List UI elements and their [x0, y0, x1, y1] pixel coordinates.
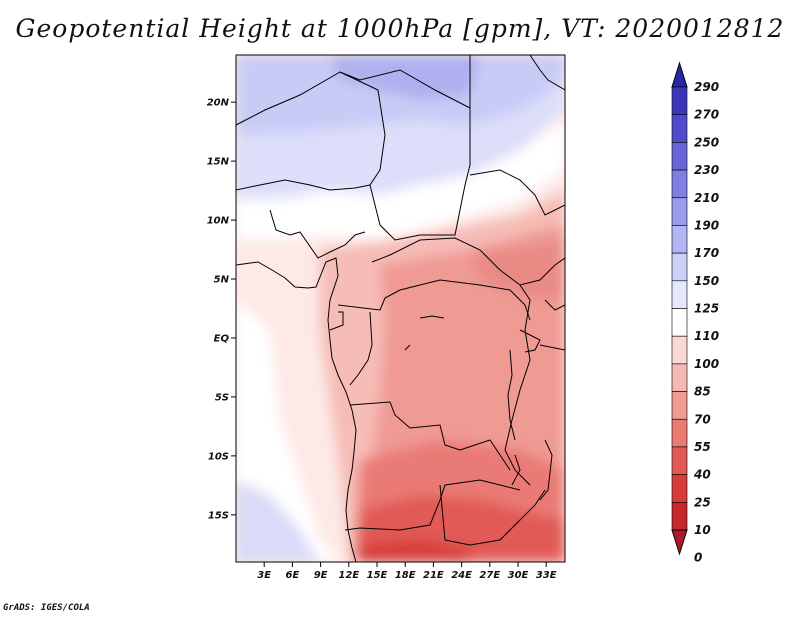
border-nigeria [269, 209, 366, 259]
colorbar-swatch [671, 335, 688, 365]
colorbar-swatch [671, 308, 688, 337]
grads-credit: GrADS: IGES/COLA [3, 603, 90, 613]
colorbar-label: 10 [694, 523, 711, 537]
colorbar-label: 230 [694, 163, 719, 177]
colorbar-swatch [671, 363, 688, 392]
lon-tick-label: 30E [508, 570, 529, 581]
border-zambia [439, 484, 546, 546]
lon-tick-label: 21E [423, 570, 444, 581]
colorbar-swatch [671, 502, 688, 531]
colorbar-swatch [671, 114, 688, 143]
colorbar-label: 170 [694, 246, 719, 260]
colorbar-swatch [671, 252, 688, 282]
border-sahara-north [236, 55, 471, 126]
lat-tick-label: 15S [208, 510, 229, 521]
colorbar-swatch [671, 142, 688, 171]
border-ethiopia [469, 169, 565, 216]
colorbar-swatch [671, 280, 688, 309]
border-car [371, 237, 565, 286]
lon-tick-label: 18E [395, 570, 416, 581]
lon-tick-label: 12E [338, 570, 359, 581]
colorbar-swatch [671, 225, 688, 254]
colorbar-extend-bottom [671, 529, 688, 556]
lat-tick-label: 15N [207, 157, 230, 168]
colorbar-label: 0 [694, 551, 702, 565]
lon-tick-label: 27E [479, 570, 500, 581]
coastlines-borders [236, 55, 565, 562]
height-field [236, 55, 565, 562]
colorbar-swatch [671, 418, 688, 448]
red-sea-coast [529, 55, 565, 91]
colorbar-swatch [671, 446, 688, 475]
lat-tick-label: 10N [207, 216, 230, 227]
colorbar-label: 270 [694, 108, 719, 122]
colorbar-label: 150 [694, 274, 719, 288]
colorbar-swatch [671, 169, 688, 199]
colorbar-label: 190 [694, 218, 719, 232]
border-drc-north [337, 279, 531, 321]
colorbar-label: 40 [693, 468, 711, 482]
lat-tick-label: 10S [208, 451, 229, 462]
longitude-axis: 3E 6E 9E 12E 15E 18E 21E 24E 27E 30E 33E [257, 562, 557, 581]
colorbar: 0 10 25 40 55 70 85 100 110 125 150 170 190 210 230 250… [671, 61, 719, 565]
colorbar-label: 125 [694, 302, 719, 316]
border-east-africa [504, 284, 565, 486]
colorbar-label: 70 [694, 412, 711, 426]
border-chad-sudan [339, 71, 471, 241]
colorbar-label: 250 [694, 135, 719, 149]
colorbar-swatch [671, 86, 688, 115]
colorbar-swatch [671, 391, 688, 420]
colorbar-label: 55 [694, 440, 711, 454]
colorbar-swatch [671, 474, 688, 503]
colorbar-label: 25 [694, 495, 711, 509]
lat-tick-label: EQ [214, 333, 230, 344]
lat-tick-label: 20N [207, 98, 230, 109]
lon-tick-label: 6E [286, 570, 300, 581]
lon-tick-label: 33E [536, 570, 557, 581]
latitude-axis: 20N 15N 10N 5N EQ 5S 10S 15S [207, 98, 236, 521]
lon-tick-label: 24E [451, 570, 472, 581]
lat-tick-label: 5N [214, 275, 230, 286]
colorbar-label: 210 [694, 191, 719, 205]
lat-tick-label: 5S [215, 392, 229, 403]
lon-tick-label: 9E [314, 570, 328, 581]
border-angola-south [344, 479, 521, 531]
colorbar-label: 110 [694, 329, 719, 343]
colorbar-extend-top [671, 61, 688, 88]
colorbar-swatch [671, 197, 688, 226]
colorbar-label: 85 [694, 385, 711, 399]
lon-tick-label: 3E [257, 570, 271, 581]
lon-tick-label: 15E [367, 570, 388, 581]
coastline-west-africa [236, 257, 357, 562]
lake-outlines [404, 315, 553, 501]
chart-title: Geopotential Height at 1000hPa [gpm], VT… [15, 14, 785, 43]
colorbar-label: 290 [694, 80, 719, 94]
map-frame [235, 54, 566, 563]
border-sahel [236, 179, 371, 191]
colorbar-label: 100 [694, 357, 719, 371]
border-congo-gabon [329, 311, 373, 386]
border-drc-angola [349, 401, 511, 471]
